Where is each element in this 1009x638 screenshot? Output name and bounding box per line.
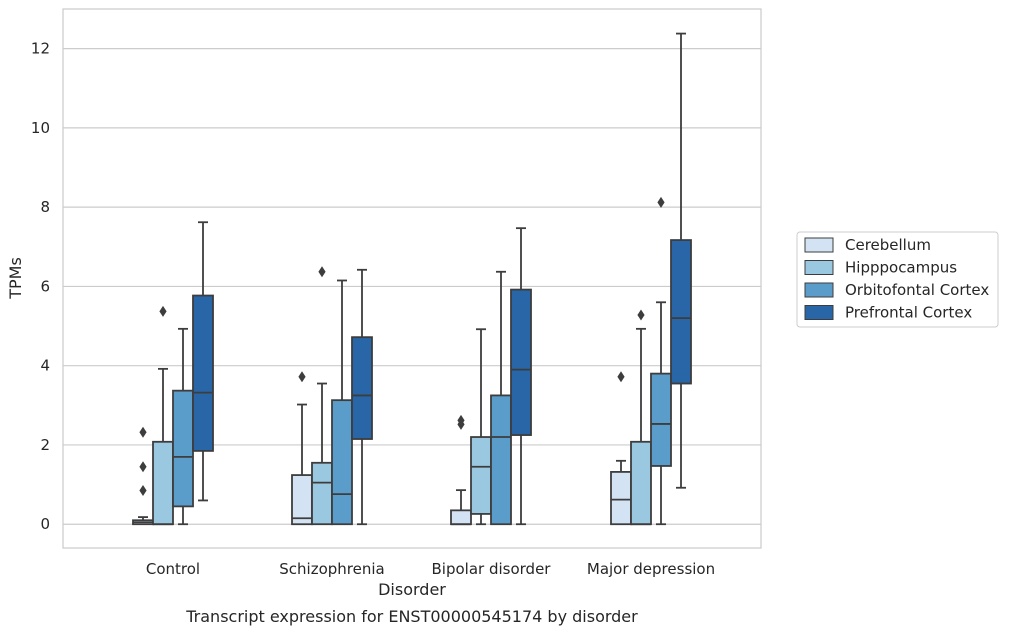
y-tick-label: 10 — [31, 119, 50, 137]
box-group — [311, 266, 333, 526]
x-tick-label: Schizophrenia — [279, 560, 384, 578]
box — [610, 471, 632, 526]
box — [351, 336, 373, 440]
outlier-point — [159, 305, 167, 317]
box-group — [610, 371, 632, 526]
x-tick-label: Bipolar disorder — [432, 560, 552, 578]
legend-label: Orbitofontal Cortex — [845, 281, 989, 299]
y-tick-label: 6 — [40, 277, 50, 295]
x-axis-title: Disorder — [378, 580, 446, 599]
outlier-point — [637, 309, 645, 321]
legend-label: Prefrontal Cortex — [845, 304, 972, 322]
box-group — [152, 305, 174, 526]
box-group — [291, 371, 313, 526]
box — [450, 509, 472, 526]
x-tick-labels: Control Schizophrenia Bipolar disorder Majo… — [146, 560, 715, 578]
legend-label: Cerebellum — [845, 236, 931, 254]
box-group — [490, 270, 512, 526]
box — [490, 394, 512, 526]
legend-frame — [796, 231, 999, 328]
plot-frame — [62, 8, 762, 549]
y-tick-label: 12 — [31, 40, 50, 58]
outlier-point — [457, 414, 465, 426]
x-tick-label: Control — [146, 560, 200, 578]
box-group — [172, 327, 194, 526]
outlier-point — [657, 196, 665, 208]
box — [470, 436, 492, 515]
y-tick-label: 0 — [40, 515, 50, 533]
box-group — [670, 32, 692, 489]
y-tick-label: 8 — [40, 198, 50, 216]
box-group — [650, 196, 672, 526]
outlier-point — [298, 371, 306, 383]
box-group — [630, 309, 652, 526]
box — [152, 440, 174, 526]
box — [630, 440, 652, 526]
box — [311, 461, 333, 526]
box-group — [510, 227, 532, 526]
y-tick-labels: 0 2 4 6 8 10 12 — [31, 40, 50, 534]
box — [192, 294, 214, 452]
outlier-point — [139, 426, 147, 438]
box — [670, 239, 692, 385]
box-group — [450, 414, 472, 526]
box-group — [351, 268, 373, 526]
outlier-point — [139, 461, 147, 473]
legend-label: Hipppocampus — [845, 259, 957, 277]
y-tick-label: 2 — [40, 436, 50, 454]
chart-caption: Transcript expression for ENST0000054517… — [185, 607, 638, 626]
boxes-layer — [132, 32, 692, 526]
legend-swatch — [804, 260, 834, 275]
legend-swatch — [804, 282, 834, 298]
box — [650, 372, 672, 467]
box-group — [470, 328, 492, 526]
outlier-point — [139, 485, 147, 497]
outlier-point — [617, 371, 625, 383]
legend: Cerebellum Hipppocampus Orbitofontal Corte… — [796, 231, 999, 328]
y-axis-title: TPMs — [6, 257, 25, 300]
box — [331, 399, 353, 526]
box-group — [192, 221, 214, 502]
x-tick-label: Major depression — [587, 560, 715, 578]
box — [291, 474, 313, 526]
box-group — [132, 426, 154, 526]
y-tick-label: 4 — [40, 357, 50, 375]
outlier-point — [318, 266, 326, 278]
legend-swatch — [804, 305, 834, 320]
legend-swatch — [804, 237, 834, 253]
box-group — [331, 279, 353, 526]
box — [510, 288, 532, 436]
box — [172, 389, 194, 508]
